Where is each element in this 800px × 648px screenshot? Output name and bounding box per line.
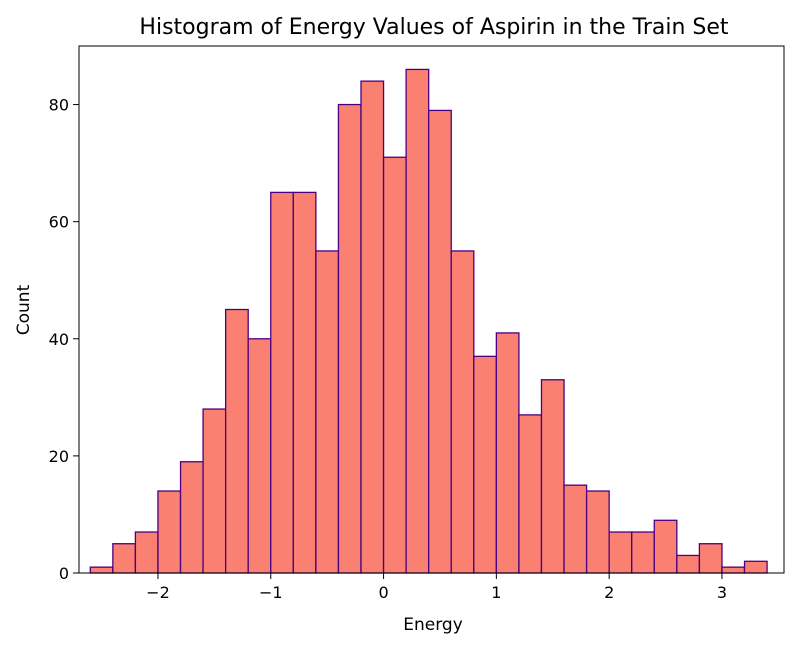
y-axis-ticks: 0 20 40 60 80 [49,96,79,583]
y-tick-label: 60 [49,213,69,232]
histogram-bar [563,484,588,574]
x-tick-label: −1 [259,583,283,602]
histogram-bar [495,332,520,574]
x-tick-label: 3 [717,583,727,602]
x-tick-label: 0 [378,583,388,602]
histogram-bar [631,531,655,574]
histogram-bar [608,531,633,574]
y-tick-label: 20 [49,447,69,466]
histogram-bar [428,109,452,574]
histogram-bar [540,379,565,574]
x-tick-label: 1 [491,583,501,602]
histogram-bar [112,543,137,574]
histogram-bar [450,250,475,574]
histogram-bar [721,566,746,574]
y-axis-label: Count [14,284,34,335]
histogram-bar [585,490,610,574]
histogram-bar [89,566,114,574]
y-tick-label: 0 [59,564,69,583]
histogram-bar [337,103,362,574]
x-axis-ticks: −2 −1 0 1 2 3 [146,573,727,602]
histogram-bar [315,250,340,574]
histogram-bar [698,543,723,574]
bars-group [89,68,768,574]
histogram-bar [179,461,204,574]
histogram-bar [202,408,227,574]
y-tick-label: 80 [49,96,69,115]
histogram-bar [676,554,701,574]
x-axis-label: Energy [403,615,463,635]
histogram-bar [247,338,272,574]
histogram-bar [653,519,678,574]
histogram-bar [405,68,430,574]
histogram-bar [157,490,182,574]
chart-title: Histogram of Energy Values of Aspirin in… [139,15,729,40]
x-tick-label: 2 [604,583,614,602]
histogram-bar [224,308,249,574]
histogram-bar [473,355,498,574]
x-tick-label: −2 [146,583,170,602]
histogram-bar [743,560,768,574]
histogram-bar [382,156,407,574]
plot-frame [78,45,785,574]
histogram-bar [360,80,385,574]
y-tick-label: 40 [49,330,69,349]
histogram-bar [518,414,543,574]
histogram-bar [292,191,317,574]
histogram-bar [270,191,294,574]
histogram-bar [134,531,159,574]
